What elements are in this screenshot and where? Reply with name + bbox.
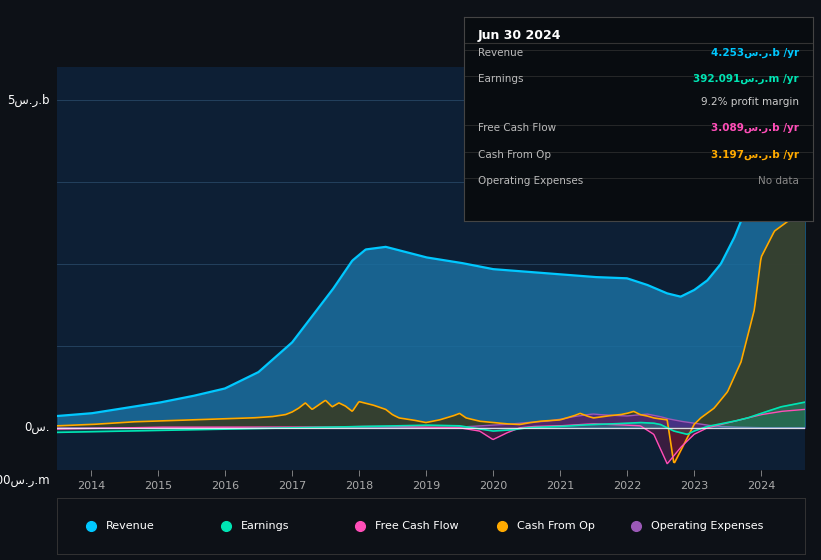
Text: Revenue: Revenue bbox=[106, 521, 155, 531]
Text: Free Cash Flow: Free Cash Flow bbox=[478, 123, 556, 133]
Text: -500س.ر.m: -500س.ر.m bbox=[0, 474, 50, 487]
Text: Operating Expenses: Operating Expenses bbox=[478, 176, 583, 186]
Text: Operating Expenses: Operating Expenses bbox=[651, 521, 764, 531]
Text: No data: No data bbox=[758, 176, 799, 186]
Text: 9.2% profit margin: 9.2% profit margin bbox=[701, 97, 799, 107]
Text: 5س.ر.b: 5س.ر.b bbox=[7, 94, 50, 106]
Text: 4.253س.ر.b /yr: 4.253س.ر.b /yr bbox=[711, 48, 799, 58]
Text: 3.089س.ر.b /yr: 3.089س.ر.b /yr bbox=[711, 123, 799, 133]
Text: Jun 30 2024: Jun 30 2024 bbox=[478, 29, 562, 42]
Text: 0س.: 0س. bbox=[25, 421, 50, 435]
Text: Free Cash Flow: Free Cash Flow bbox=[375, 521, 459, 531]
Text: 392.091س.ر.m /yr: 392.091س.ر.m /yr bbox=[693, 74, 799, 84]
Text: Cash From Op: Cash From Op bbox=[478, 150, 551, 160]
Text: Earnings: Earnings bbox=[241, 521, 289, 531]
Text: Cash From Op: Cash From Op bbox=[517, 521, 595, 531]
Text: Earnings: Earnings bbox=[478, 74, 523, 84]
Text: Revenue: Revenue bbox=[478, 48, 523, 58]
Text: 3.197س.ر.b /yr: 3.197س.ر.b /yr bbox=[711, 150, 799, 160]
